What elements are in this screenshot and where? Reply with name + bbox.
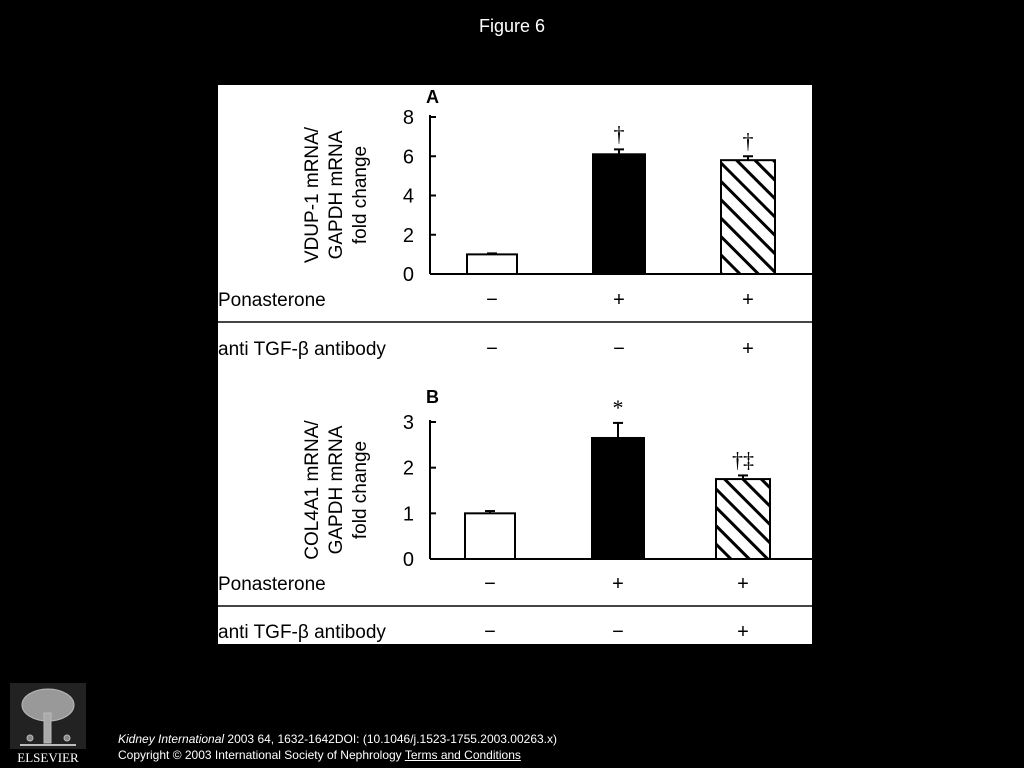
condition-mark: − — [484, 621, 496, 643]
condition-mark: + — [742, 338, 754, 360]
y-tick-label: 2 — [403, 225, 414, 247]
y-axis-label: GAPDH mRNA — [326, 130, 347, 259]
condition-mark: + — [737, 621, 749, 643]
condition-label: Ponasterone — [218, 290, 326, 311]
condition-mark: + — [737, 573, 749, 595]
condition-label: anti TGF-β antibody — [218, 622, 386, 643]
condition-mark: − — [484, 573, 496, 595]
y-tick-label: 0 — [403, 264, 414, 286]
y-axis-label: fold change — [350, 146, 371, 244]
condition-label: Ponasterone — [218, 574, 326, 595]
condition-mark: + — [613, 289, 625, 311]
y-axis-label: fold change — [350, 441, 371, 539]
terms-link[interactable]: Terms and Conditions — [404, 748, 521, 762]
condition-mark: + — [612, 573, 624, 595]
significance-marker: † — [743, 128, 754, 153]
y-axis-label: GAPDH mRNA — [326, 425, 347, 554]
y-tick-label: 1 — [403, 503, 414, 525]
condition-mark: − — [612, 621, 624, 643]
y-axis-label: COL4A1 mRNA/ — [302, 420, 323, 560]
condition-mark: − — [613, 338, 625, 360]
citation-text: 2003 64, 1632-1642DOI: (10.1046/j.1523-1… — [224, 732, 558, 746]
condition-mark: + — [742, 289, 754, 311]
y-tick-label: 0 — [403, 549, 414, 571]
logo-text: ELSEVIER — [17, 750, 79, 765]
bar — [592, 153, 646, 275]
y-tick-label: 4 — [403, 186, 414, 208]
bar — [466, 253, 518, 275]
condition-mark: − — [486, 289, 498, 311]
copyright-text: Copyright © 2003 International Society o… — [118, 748, 402, 762]
condition-label: anti TGF-β antibody — [218, 339, 386, 360]
panel-label: A — [426, 87, 439, 107]
journal-name: Kidney International — [118, 732, 225, 746]
y-tick-label: 6 — [403, 146, 414, 168]
bar — [464, 512, 516, 561]
significance-marker: † — [614, 121, 625, 146]
figure-panel: A 0 2 4 6 8 VDUP-1 mRNA/GAPDH mRNA fold change †… — [218, 85, 812, 644]
bar — [715, 478, 771, 561]
bar — [720, 159, 776, 275]
panel-label: B — [426, 387, 439, 407]
y-tick-label: 2 — [403, 458, 414, 480]
significance-marker: †‡ — [732, 447, 754, 472]
citation-line: Kidney International 2003 64, 1632-1642D… — [118, 731, 557, 747]
copyright-line: Copyright © 2003 International Society o… — [118, 747, 557, 763]
figure-title: Figure 6 — [478, 16, 546, 36]
bar — [591, 436, 645, 561]
tree-icon — [20, 688, 76, 746]
significance-marker: * — [613, 395, 624, 420]
y-tick-label: 8 — [403, 107, 414, 129]
condition-mark: − — [486, 338, 498, 360]
footer: Kidney International 2003 64, 1632-1642D… — [118, 731, 557, 763]
y-tick-label: 3 — [403, 412, 414, 434]
y-axis-label: VDUP-1 mRNA/ — [302, 126, 323, 263]
elsevier-logo: ELSEVIER — [10, 683, 86, 765]
